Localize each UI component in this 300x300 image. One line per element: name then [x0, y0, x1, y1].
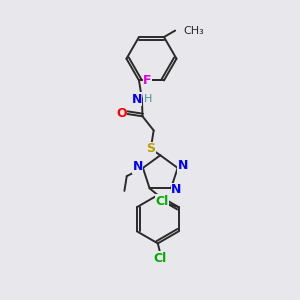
Text: N: N [131, 93, 142, 106]
Text: F: F [143, 74, 152, 87]
Text: O: O [116, 107, 127, 121]
Text: N: N [178, 159, 188, 172]
Text: N: N [133, 160, 143, 173]
Text: H: H [144, 94, 153, 104]
Text: CH₃: CH₃ [183, 26, 204, 36]
Text: Cl: Cl [156, 195, 169, 208]
Text: Cl: Cl [154, 252, 167, 265]
Text: S: S [146, 142, 155, 155]
Text: N: N [171, 183, 181, 196]
